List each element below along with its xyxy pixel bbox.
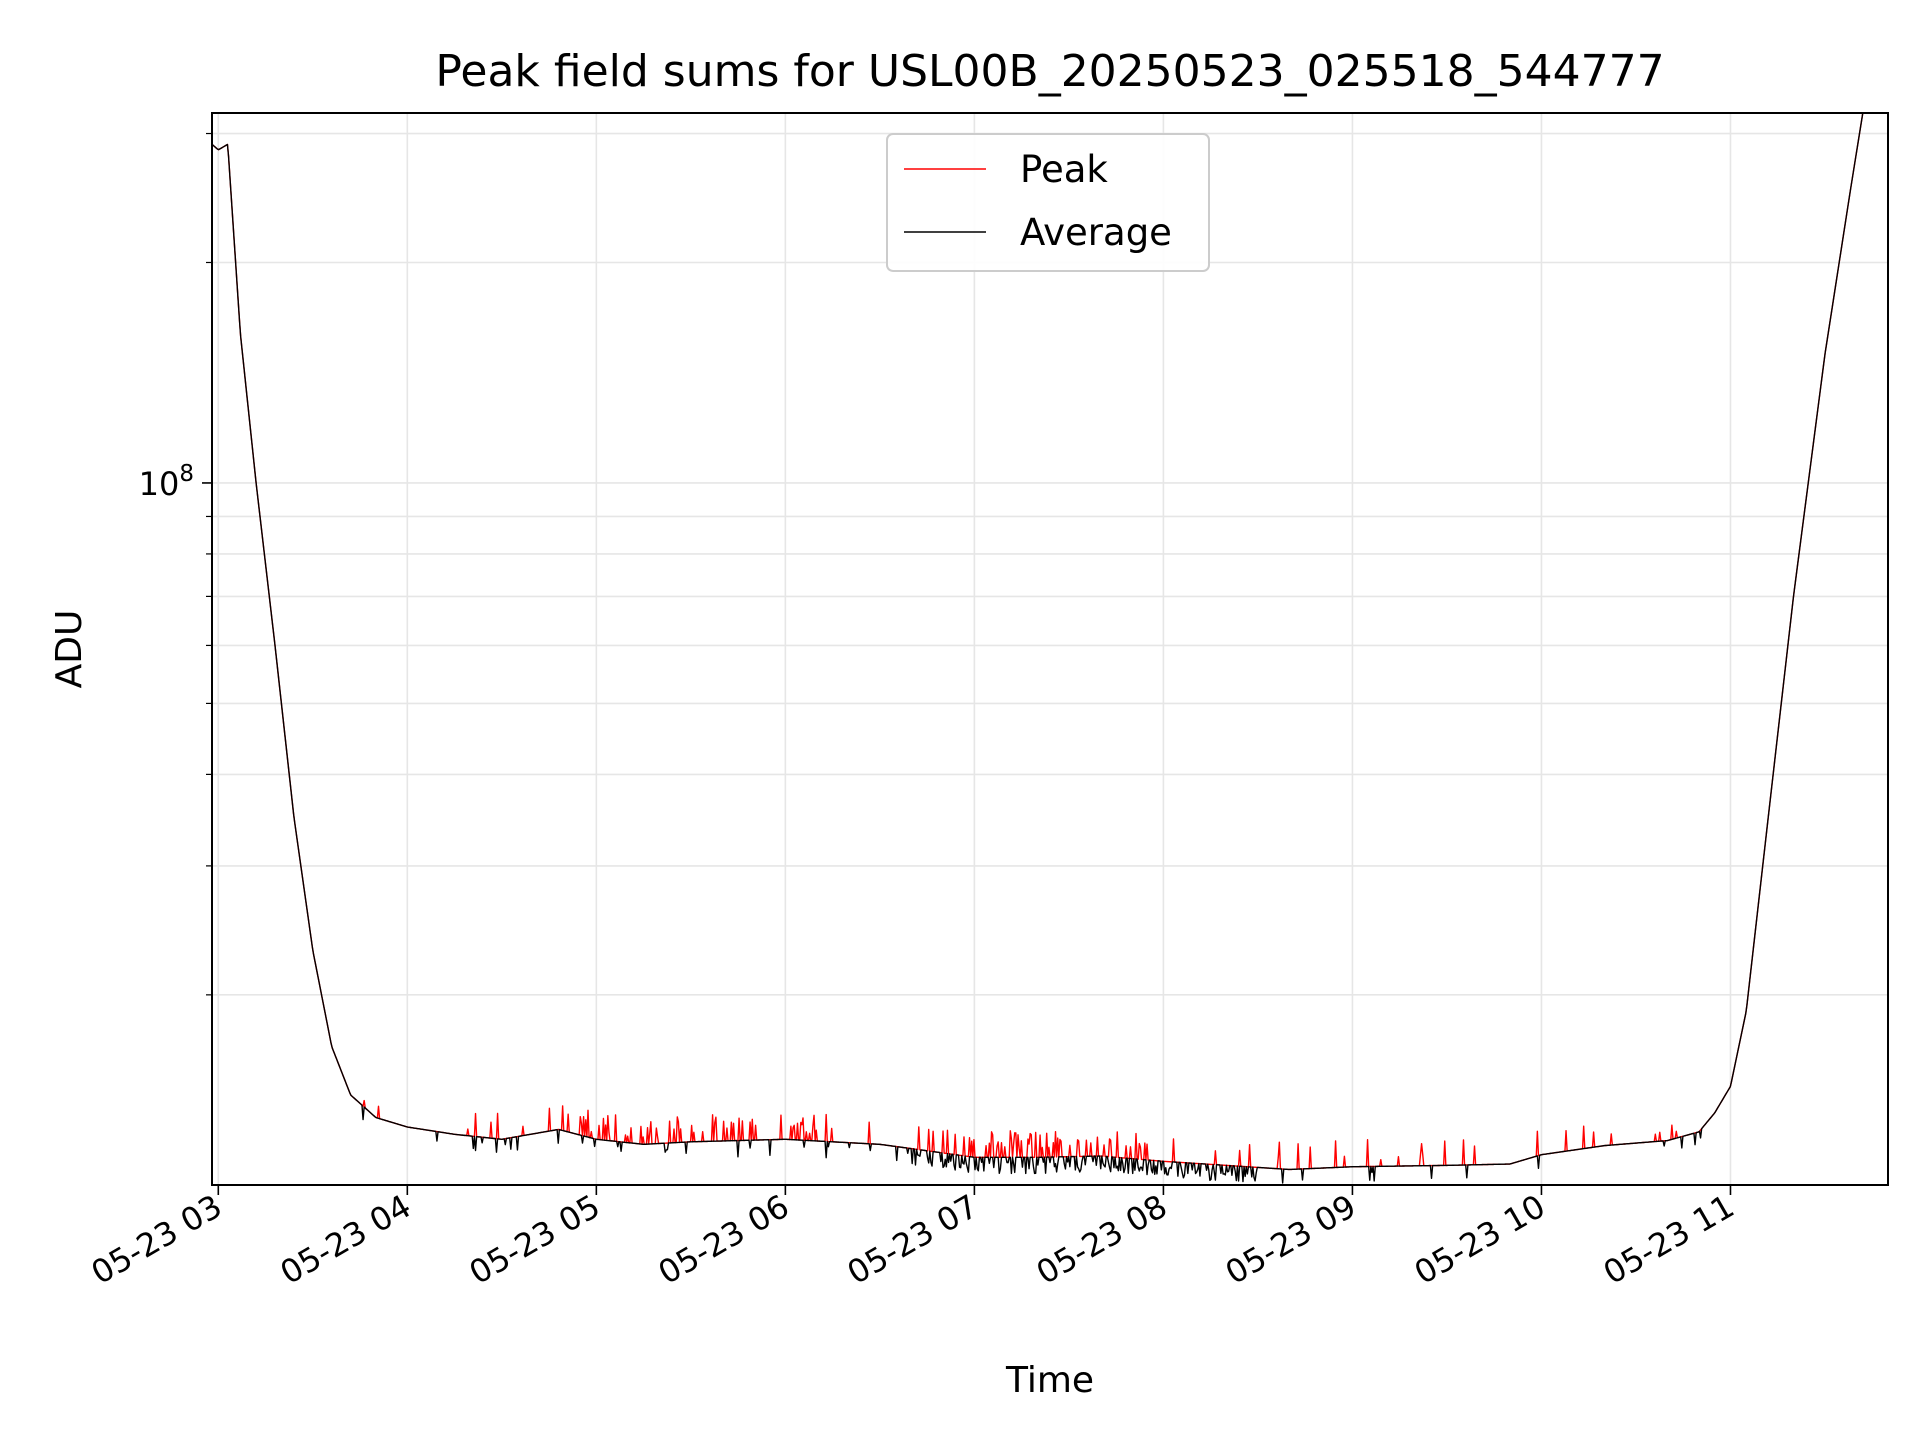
x-tick-label: 05-23 06 [652, 1187, 796, 1292]
x-tick-label: 05-23 09 [1219, 1187, 1363, 1292]
x-tick-label: 05-23 05 [463, 1187, 607, 1292]
x-tick-label: 05-23 03 [85, 1187, 229, 1292]
x-axis-ticks: 05-23 03 05-23 04 05-23 05 05-23 06 05-23 07… [85, 1185, 1741, 1292]
y-tick-label: 108 [139, 461, 194, 503]
legend-label-average: Average [1020, 211, 1172, 254]
y-axis-ticks: 108 [139, 132, 212, 996]
x-tick-label: 05-23 11 [1597, 1187, 1741, 1292]
x-tick-label: 05-23 08 [1030, 1187, 1174, 1292]
grid-lines [212, 113, 1888, 1185]
series-line-peak [212, 113, 1864, 1171]
y-axis-label: ADU [49, 610, 90, 689]
x-tick-label: 05-23 07 [841, 1187, 985, 1292]
series-layer [212, 113, 1864, 1184]
legend-label-peak: Peak [1020, 148, 1108, 191]
legend: Peak Average [886, 133, 1210, 272]
x-tick-label: 05-23 10 [1408, 1187, 1552, 1292]
x-axis-label: Time [1005, 1360, 1094, 1401]
series-line-average [212, 113, 1864, 1184]
x-tick-label: 05-23 04 [274, 1187, 418, 1292]
chart-title: Peak field sums for USL00B_20250523_0255… [435, 46, 1664, 97]
plot-frame [211, 112, 1889, 1186]
